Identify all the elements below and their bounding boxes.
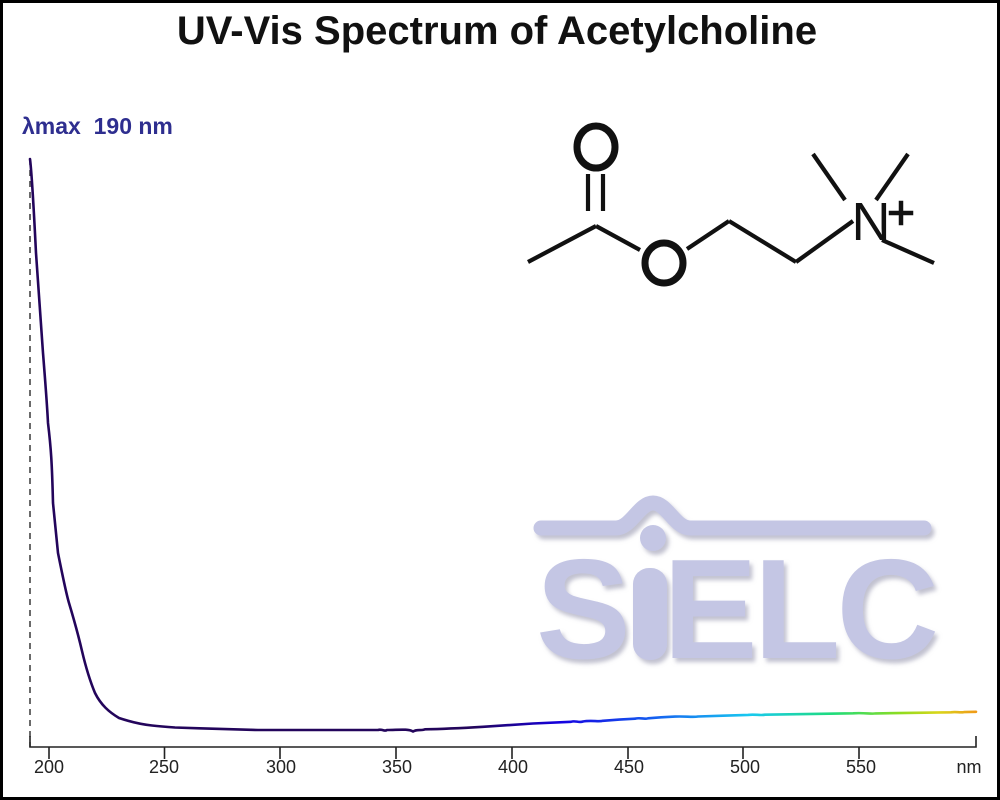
- svg-text:ELC: ELC: [663, 530, 935, 689]
- svg-text:S: S: [536, 530, 627, 689]
